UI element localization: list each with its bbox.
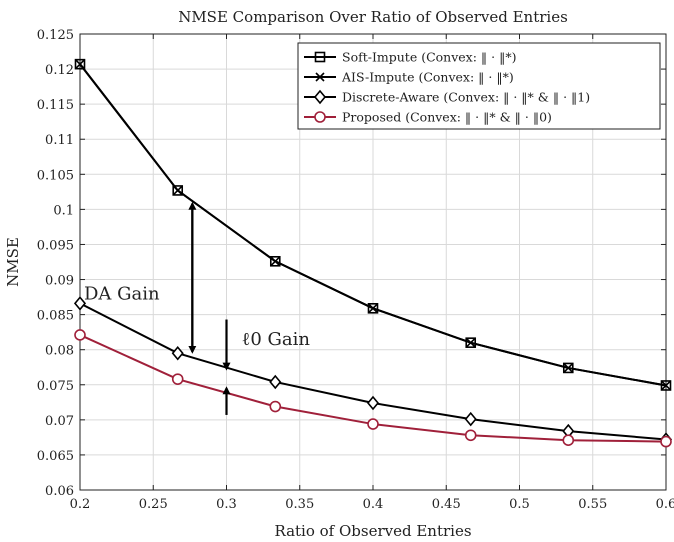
plot-frame (79, 33, 667, 491)
x-tick-label: 0.4 (363, 497, 384, 512)
data-point-x (466, 338, 476, 348)
data-point-diamond (73, 296, 87, 311)
x-axis-label: Ratio of Observed Entries (274, 522, 471, 540)
legend-label: Discrete-Aware (Convex: ‖ · ‖* & ‖ · ‖1) (342, 90, 590, 105)
legend-marker-circle (314, 111, 326, 123)
data-point-square (74, 58, 86, 70)
data-point-diamond (269, 374, 282, 390)
legend-marker-square (314, 51, 326, 63)
data-point-x (75, 59, 85, 69)
data-point-square (660, 380, 672, 391)
data-point-diamond (366, 395, 380, 411)
legend-marker-x (315, 72, 325, 82)
data-point-circle (367, 418, 379, 430)
chart-title: NMSE Comparison Over Ratio of Observed E… (178, 8, 568, 26)
data-point-x (270, 256, 280, 266)
data-point-circle (74, 329, 86, 341)
data-point-x (173, 185, 183, 196)
x-tick-label: 0.5 (509, 497, 530, 512)
x-tick-label: 0.25 (139, 497, 168, 512)
legend-label: Soft-Impute (Convex: ‖ · ‖*) (342, 50, 516, 65)
data-point-x-b (270, 256, 280, 266)
y-tick-label: 0.125 (37, 28, 74, 43)
data-point-square (269, 255, 281, 267)
y-tick-label: 0.105 (37, 168, 74, 183)
data-point-square (562, 362, 574, 374)
data-point-x-b (75, 59, 85, 69)
y-tick-label: 0.1 (53, 203, 74, 218)
y-tick-label: 0.085 (37, 309, 74, 324)
data-point-square (172, 185, 184, 196)
legend: Soft-Impute (Convex: ‖ · ‖*) AIS-Impute (… (297, 42, 661, 130)
data-point-x-b (173, 185, 183, 196)
data-point-x-b (661, 380, 671, 391)
x-tick-label: 0.35 (285, 497, 314, 512)
data-point-diamond (171, 345, 184, 361)
data-point-x (661, 380, 671, 391)
x-tick-label: 0.6 (656, 497, 674, 512)
data-point-square (367, 303, 379, 314)
y-tick-label: 0.065 (37, 449, 74, 464)
data-point-circle (171, 373, 184, 385)
y-tick-label: 0.12 (45, 63, 74, 78)
data-point-x-b (368, 303, 378, 313)
y-tick-label: 0.07 (45, 414, 74, 429)
x-tick-label: 0.3 (216, 497, 237, 512)
legend-label: AIS-Impute (Convex: ‖ · ‖*) (341, 70, 514, 85)
annotation-da-gain: DA Gain (84, 284, 160, 305)
x-tick-label: 0.45 (432, 497, 461, 512)
data-point-circle (660, 435, 672, 448)
series-layer (73, 58, 673, 448)
x-tick-label: 0.2 (70, 497, 91, 512)
y-tick-label: 0.095 (37, 238, 74, 253)
data-point-circle (269, 400, 282, 413)
legend-box (297, 42, 661, 130)
y-axis-label: NMSE (4, 237, 22, 287)
y-tick-label: 0.11 (45, 133, 74, 148)
x-tick-label: 0.55 (578, 497, 607, 512)
axes: 0.2 0.25 0.3 0.35 0.4 0.45 0.5 0.55 0.6 0.06 0.065… (37, 28, 674, 512)
data-point-x-b (466, 338, 476, 348)
y-tick-label: 0.115 (37, 98, 74, 113)
annotation-l0-gain: ℓ0 Gain (242, 329, 311, 350)
y-tick-label: 0.075 (37, 379, 74, 394)
y-tick-label: 0.08 (45, 344, 74, 359)
legend-label: Proposed (Convex: ‖ · ‖* & ‖ · ‖0) (342, 110, 552, 125)
y-tick-label: 0.06 (45, 484, 74, 499)
legend-marker-x-b (315, 72, 325, 82)
data-point-circle (464, 429, 477, 442)
data-point-x-b (563, 363, 573, 373)
annotations: DA Gain ℓ0 Gain (84, 201, 311, 415)
data-point-x (563, 363, 573, 373)
data-point-diamond (464, 411, 477, 427)
y-tick-label: 0.09 (45, 274, 74, 289)
data-point-circle (562, 434, 575, 446)
data-point-x (368, 303, 378, 313)
legend-marker-diamond (313, 89, 327, 105)
data-point-square (465, 337, 477, 348)
